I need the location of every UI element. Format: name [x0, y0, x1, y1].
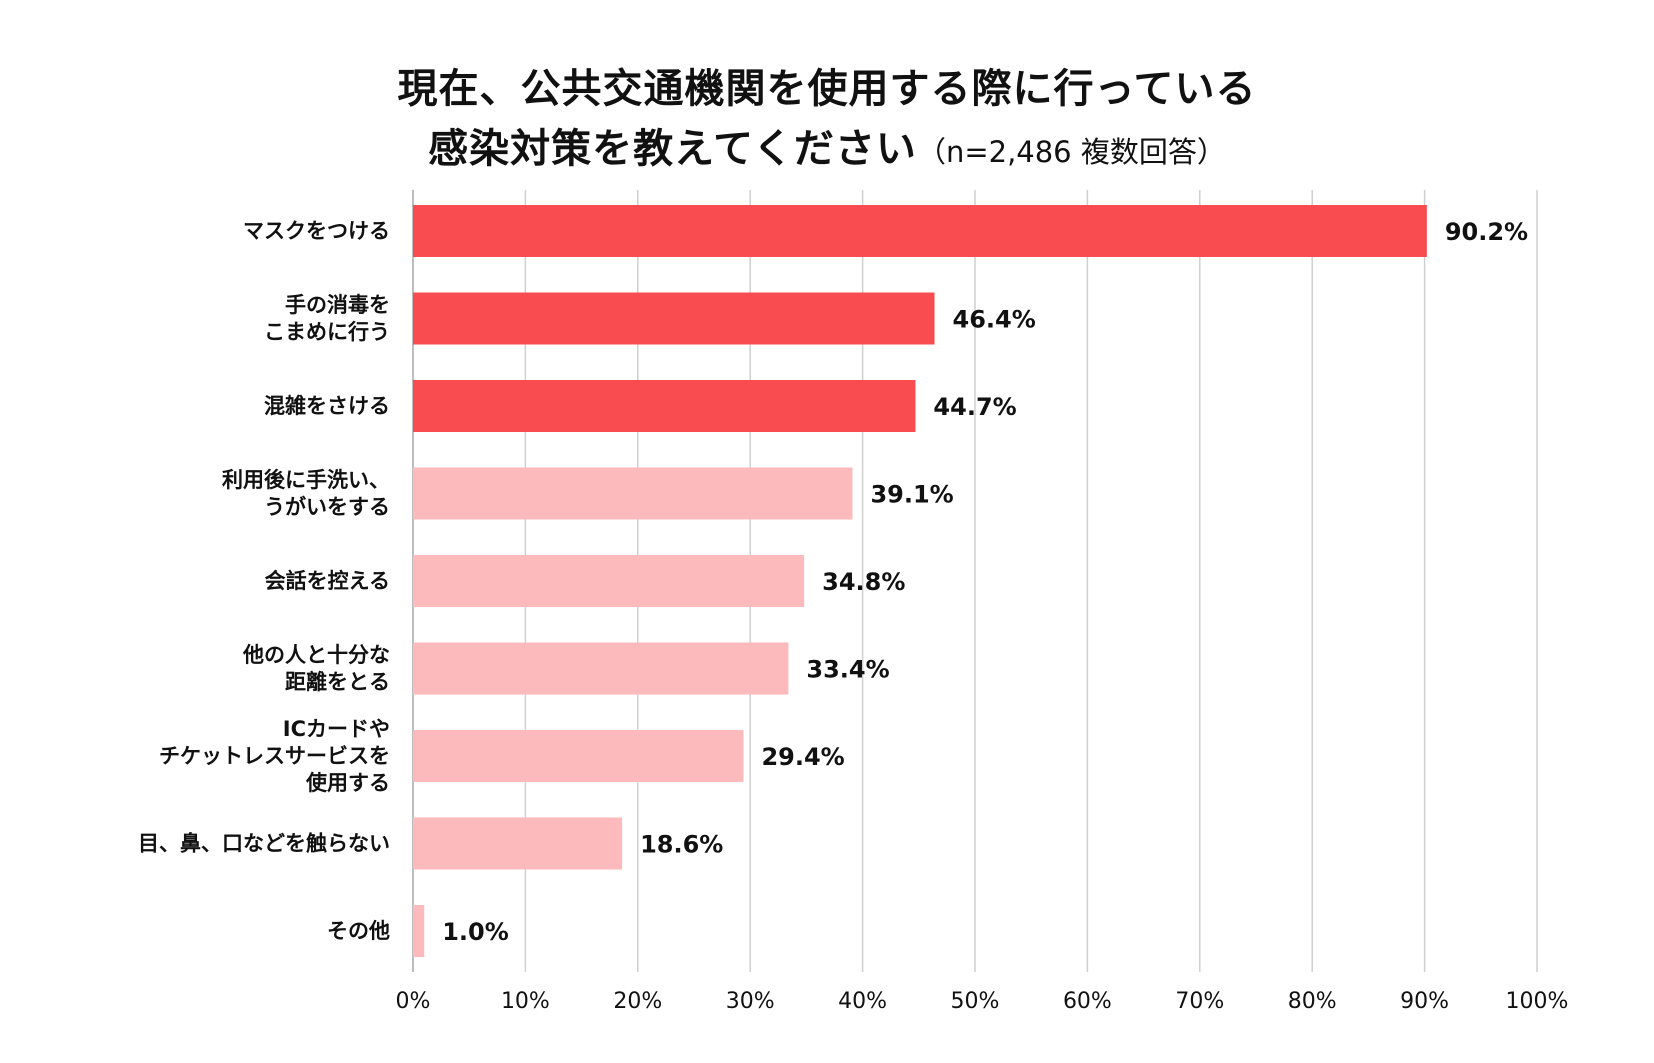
x-tick-label: 20% — [613, 989, 662, 1014]
value-label: 18.6% — [640, 831, 723, 859]
value-label: 44.7% — [933, 393, 1016, 421]
category-label: 目、鼻、口などを触らない — [138, 832, 390, 856]
x-tick-label: 30% — [726, 989, 775, 1014]
value-label: 33.4% — [806, 656, 889, 684]
category-label: 他の人と十分な — [242, 643, 390, 667]
category-label: ICカードや — [283, 717, 390, 741]
bars — [413, 205, 1427, 957]
category-label: うがいをする — [264, 495, 390, 519]
value-label: 34.8% — [822, 568, 905, 596]
x-tick-label: 70% — [1175, 989, 1224, 1014]
category-label: 距離をとる — [285, 670, 390, 694]
bar — [413, 292, 935, 345]
bar — [413, 905, 425, 957]
category-label: 混雑をさける — [264, 394, 390, 418]
value-label: 90.2% — [1445, 218, 1528, 246]
chart-title-line1: 現在、公共交通機関を使用する際に行っている — [397, 66, 1257, 112]
labels: 0% 10% 20% 30% 40% 50% 60% 70% 80% 90% 100% 90.2% マス… — [138, 218, 1568, 1014]
category-label: その他 — [327, 919, 390, 943]
category-label: 会話を控える — [265, 569, 390, 593]
value-label: 1.0% — [442, 918, 509, 946]
bar — [413, 642, 789, 695]
category-label: チケットレスサービスを — [159, 744, 390, 768]
x-tick-label: 50% — [951, 989, 1000, 1014]
category-label: 手の消毒を — [285, 293, 390, 317]
value-label: 29.4% — [761, 743, 844, 771]
chart-title-line2: 感染対策を教えてください（n=2,486 複数回答） — [0, 116, 1654, 174]
bar — [413, 380, 916, 432]
category-label: 使用する — [305, 771, 390, 795]
x-tick-label: 100% — [1506, 989, 1569, 1014]
category-label: 利用後に手洗い、 — [222, 468, 390, 492]
x-tick-label: 90% — [1400, 989, 1449, 1014]
category-label: マスクをつける — [243, 219, 390, 243]
x-tick-label: 40% — [838, 989, 887, 1014]
bar — [413, 730, 744, 782]
x-tick-label: 60% — [1063, 989, 1112, 1014]
bar — [413, 205, 1427, 257]
category-label: こまめに行う — [264, 320, 390, 344]
chart-title-main: 感染対策を教えてください — [428, 126, 917, 172]
bar — [413, 467, 853, 520]
bar — [413, 555, 805, 607]
x-tick-label: 10% — [501, 989, 550, 1014]
chart-title-note: （n=2,486 複数回答） — [916, 135, 1226, 169]
value-label: 46.4% — [953, 306, 1036, 334]
x-tick-label: 80% — [1288, 989, 1337, 1014]
value-label: 39.1% — [870, 481, 953, 509]
x-tick-label: 0% — [396, 989, 431, 1014]
bar — [413, 817, 623, 870]
